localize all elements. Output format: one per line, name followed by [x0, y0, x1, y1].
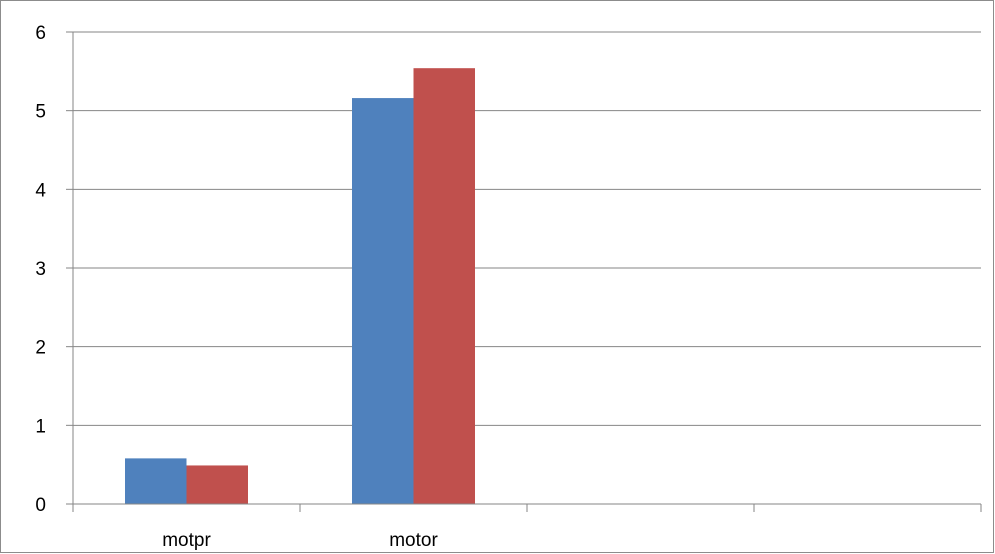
axes	[66, 31, 982, 512]
bar-motpr-series-1	[125, 458, 187, 504]
y-tick-label: 2	[35, 338, 46, 359]
y-tick-label: 5	[35, 102, 46, 123]
x-category-label: motor	[389, 530, 438, 551]
y-tick-label: 0	[35, 495, 46, 516]
gridlines	[73, 31, 981, 426]
y-tick-label: 6	[35, 23, 46, 44]
bar-motpr-series-2	[186, 465, 248, 504]
labels: 0 1 2 3 4 5 6 motpr motor	[35, 23, 438, 551]
y-tick-label: 1	[35, 416, 46, 437]
y-tick-label: 3	[35, 259, 46, 280]
bars	[125, 68, 475, 504]
y-tick-label: 4	[35, 180, 46, 201]
bar-motor-series-2	[413, 68, 475, 504]
x-category-label: motpr	[162, 530, 211, 551]
bar-motor-series-1	[352, 98, 414, 504]
